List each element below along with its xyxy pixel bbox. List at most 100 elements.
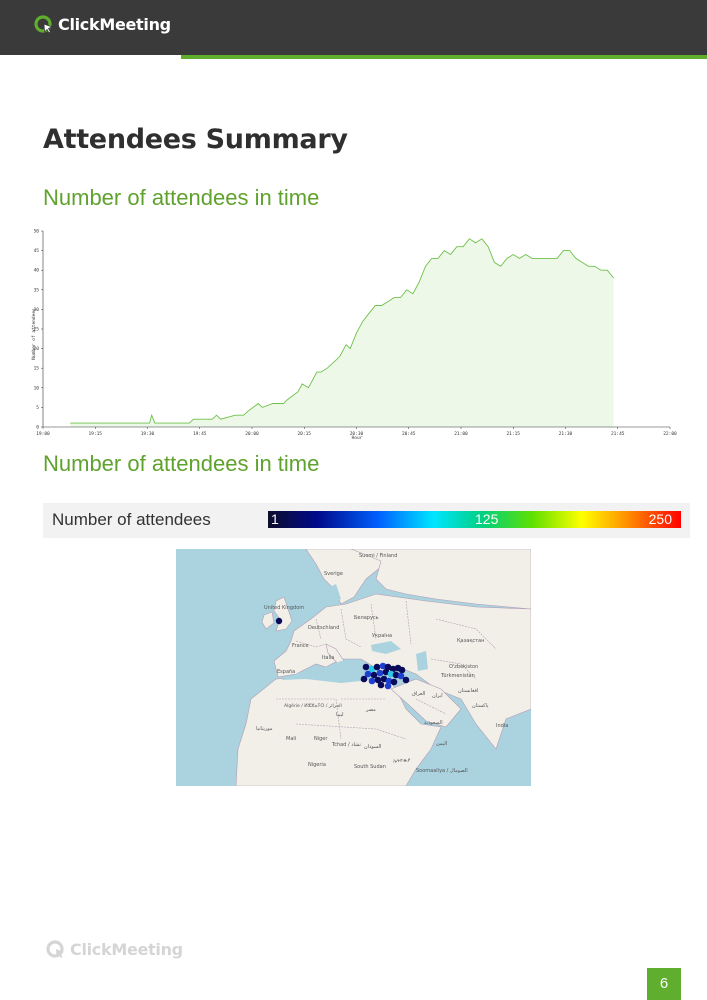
legend-gradient: 1 125 250 [268,511,681,528]
map-label: Niger [314,736,328,742]
y-tick-label: 45 [34,248,40,254]
x-tick-label: 19:45 [193,431,207,437]
attendee-dot [390,678,398,686]
header-accent-bar [181,55,707,59]
map-label: France [292,643,309,649]
x-tick-label: 19:30 [141,431,155,437]
attendee-dot [379,662,387,670]
attendee-dot [368,677,376,685]
map-label: Беларусь [354,615,379,621]
map-label: Tchad / تشاد [331,742,361,748]
legend-mid: 125 [475,511,499,527]
attendee-dot [384,682,392,690]
y-axis-label: Number of attendees [31,308,37,360]
attendee-dot [385,677,393,685]
map-label: Sverige [324,571,343,577]
x-tick-label: 19:15 [88,431,102,437]
map-canvas: Suomi / Finland Sverige United Kingdom D… [235,549,531,786]
x-axis-label: Hour [352,435,363,441]
logo-text: ClickMeeting [70,939,183,959]
map-label: Nigeria [308,762,326,768]
page-header: ClickMeeting [0,0,707,55]
y-tick-label: 40 [34,268,40,274]
attendee-dot [362,663,370,671]
attendee-dot [398,666,406,674]
y-tick-label: 35 [34,287,40,293]
series-area-fill [70,238,614,427]
map-label: السودان [364,744,381,750]
map-label: Қазақстан [457,638,484,644]
y-tick-label: 10 [34,385,40,391]
x-tick-label: 20:15 [297,431,311,437]
attendees-area-chart: 0 5 10 15 20 25 30 35 40 45 50 19:00 19:15 19:30 19:45… [31,229,677,442]
x-tick-label: 22:00 [663,431,677,437]
attendee-dot [382,668,390,676]
clickmeeting-logo: ClickMeeting [34,14,171,34]
attendee-dot [384,663,392,671]
attendee-dot [373,663,381,671]
y-tick-label: 30 [34,307,40,313]
map-label: Deutschland [308,625,339,631]
map-label: Mali [286,736,296,742]
map-labels: Suomi / Finland Sverige United Kingdom D… [256,553,508,774]
map-label: ليبيا [336,712,344,718]
attendee-dot [380,675,388,683]
attendee-dot [377,681,385,689]
map-borders [276,600,497,740]
x-tick-label: 20:00 [245,431,259,437]
footer-logo: ClickMeeting [46,939,183,959]
map-label: O'zbekiston [449,664,478,670]
map-label: United Kingdom [264,605,304,611]
attendee-dot [360,675,368,683]
map-label: مصر [365,707,376,713]
y-tick-label: 15 [34,366,40,372]
map-label: پاکستان [472,703,489,709]
x-tick-label: 21:15 [506,431,520,437]
y-tick-label: 25 [34,327,40,333]
map-label: Algérie / ⵍⵣⵣⴰⵢⵔ / الجزائر [284,702,342,709]
series-line [70,238,614,424]
map-label: Soomaaliya / الصومال [416,768,468,774]
page-title: Attendees Summary [43,124,348,155]
x-tick-label: 21:00 [454,431,468,437]
logo-text: ClickMeeting [58,14,171,34]
map-label: España [277,669,295,675]
x-tick-label: 20:30 [350,431,364,437]
attendee-dots [275,617,410,690]
clickmeeting-logo-icon [34,15,54,34]
map-land [235,549,531,786]
y-tick-label: 50 [34,229,40,235]
x-tick-label: 20:45 [402,431,416,437]
map-label: Україна [372,633,392,639]
map-label: ایران [432,693,443,699]
chart-axes: 0 5 10 15 20 25 30 35 40 45 50 19:00 19:15 19:30 19:45… [34,229,677,438]
attendee-dot-uk [275,617,283,625]
attendee-dot [368,665,376,673]
map-label: ኢትዮጵያ [393,758,410,764]
legend-max: 250 [648,511,672,527]
map-label: العراق [412,691,425,697]
y-tick-label: 0 [36,425,39,431]
attendee-dot [392,671,400,679]
map-label: اليمن [436,741,447,747]
map-label: السعودية [424,720,443,726]
map-label: Suomi / Finland [359,553,397,559]
page-number: 6 [647,968,681,1000]
attendees-map[interactable]: Suomi / Finland Sverige United Kingdom D… [176,549,531,786]
x-tick-label: 19:00 [36,431,50,437]
y-tick-label: 5 [36,405,39,411]
map-label: South Sudan [354,764,386,770]
attendee-dot [364,670,372,678]
attendee-dot [389,665,397,673]
x-tick-label: 21:45 [611,431,625,437]
attendee-dot [376,669,384,677]
attendee-dot [397,672,405,680]
attendee-dot [402,676,410,684]
attendee-dot [370,671,378,679]
section-title-map: Number of attendees in time [43,451,320,476]
section-title-chart: Number of attendees in time [43,185,320,210]
map-label: Italia [322,655,334,661]
map-label: Türkmenistan [440,673,475,679]
map-label: افغانستان [458,688,478,694]
map-label: India [496,723,508,729]
